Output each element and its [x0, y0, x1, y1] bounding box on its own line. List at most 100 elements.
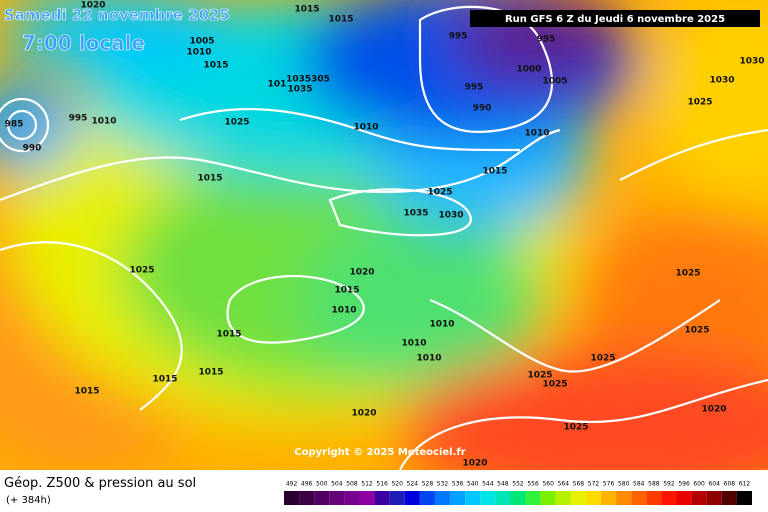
- legend-label: 540: [467, 481, 479, 488]
- legend-swatch: [404, 491, 420, 505]
- legend-swatch: [525, 491, 541, 505]
- legend-swatch: [480, 491, 496, 505]
- isobar-label: 995: [537, 35, 556, 45]
- isobars: [0, 5, 768, 470]
- legend-swatch: [495, 491, 511, 505]
- legend-label: 520: [391, 481, 403, 488]
- isobar-label: 1015: [74, 387, 99, 397]
- legend-label: 588: [648, 481, 660, 488]
- isobar-label: 1015: [482, 167, 507, 177]
- legend-label: 528: [422, 481, 434, 488]
- isobar-label: 995: [465, 83, 484, 93]
- legend-swatch: [284, 491, 300, 505]
- isobar-label: 1025: [687, 98, 712, 108]
- isobar-label: 1010: [186, 48, 211, 58]
- isobar-label: 1020: [80, 1, 105, 11]
- isobar-label: 1035305: [286, 75, 330, 85]
- legend-swatch: [540, 491, 556, 505]
- legend-swatch: [344, 491, 360, 505]
- isobar-label: 1010: [331, 306, 356, 316]
- legend-label: 580: [618, 481, 630, 488]
- valid-time: 7:00 locale: [22, 31, 145, 55]
- isobar-label: 1025: [590, 354, 615, 364]
- isobar-label: 1010: [429, 320, 454, 330]
- legend-swatch: [736, 491, 752, 505]
- isobar-label: 1025: [527, 371, 552, 381]
- isobar-label: 101: [268, 80, 287, 90]
- isobar-label: 985: [5, 120, 24, 130]
- legend-swatch: [661, 491, 677, 505]
- isobar-label: 1035: [287, 85, 312, 95]
- isobar-label: 1010: [353, 123, 378, 133]
- legend-swatch: [434, 491, 451, 505]
- legend-label: 504: [331, 481, 343, 488]
- isobar-label: 990: [23, 144, 42, 154]
- isobar-label: 995: [449, 32, 468, 42]
- legend-label: 604: [709, 481, 721, 488]
- isobar-label: 1025: [427, 188, 452, 198]
- legend-label: 576: [603, 481, 615, 488]
- isobar-label: 1015: [294, 5, 319, 15]
- isobar-label: 1015: [152, 375, 177, 385]
- isobar-label: 1035: [403, 209, 428, 219]
- valid-date: Samedi 22 novembre 2025: [4, 6, 230, 24]
- legend-swatch: [389, 491, 405, 505]
- isobar-label: 1015: [203, 61, 228, 71]
- legend-swatch: [555, 491, 571, 505]
- legend-label: 608: [724, 481, 736, 488]
- isobar-label: 1015: [197, 174, 222, 184]
- legend-label: 552: [512, 481, 524, 488]
- isobar-label: 1025: [129, 266, 154, 276]
- isobar-label: 1020: [351, 409, 376, 419]
- legend-label: 516: [376, 481, 388, 488]
- isobar-label: 1025: [684, 326, 709, 336]
- legend-swatch: [374, 491, 390, 505]
- legend-swatch: [329, 491, 345, 505]
- isobar-label: 1015: [198, 368, 223, 378]
- legend-label: 548: [497, 481, 509, 488]
- legend-label: 496: [301, 481, 313, 488]
- legend-label: 564: [558, 481, 570, 488]
- legend-label: 584: [633, 481, 645, 488]
- legend-swatch: [691, 491, 707, 505]
- isobar-labels: 1020 101510151005101010151035305103510199…: [5, 1, 765, 469]
- isobar-label: 1005: [542, 77, 567, 87]
- legend-label: 544: [482, 481, 494, 488]
- isobar-label: 1010: [91, 117, 116, 127]
- legend-swatch: [450, 491, 466, 505]
- isobar-label: 1000: [516, 65, 541, 75]
- legend-swatch: [646, 491, 662, 505]
- legend-swatch: [721, 491, 737, 505]
- legend-label: 500: [316, 481, 328, 488]
- legend-swatch: [631, 491, 647, 505]
- legend-label: 612: [739, 481, 751, 488]
- isobar-label: 1015: [334, 286, 359, 296]
- legend-swatch: [585, 491, 602, 505]
- legend-swatch: [465, 491, 481, 505]
- legend-label: 572: [588, 481, 600, 488]
- isobar-label: 1030: [438, 211, 463, 221]
- isobar-label: 1010: [524, 129, 549, 139]
- isobar-label: 1015: [216, 330, 241, 340]
- run-banner: [470, 10, 760, 27]
- color-legend: 492 496 500 504 508 512 516 520 524 528 532 536 540 5…: [284, 481, 752, 505]
- footer-lead: (+ 384h): [6, 495, 51, 506]
- legend-swatch: [570, 491, 586, 505]
- legend-label: 524: [407, 481, 419, 488]
- legend-swatch: [299, 491, 315, 505]
- legend-label: 560: [542, 481, 554, 488]
- legend-swatch: [601, 491, 617, 505]
- copyright: Copyright © 2025 Meteociel.fr: [294, 447, 465, 458]
- legend-label: 532: [437, 481, 449, 488]
- isobar-label: 1010: [416, 354, 441, 364]
- run-info: Run GFS 6 Z du Jeudi 6 novembre 2025: [505, 14, 725, 25]
- isobar-label: 990: [473, 104, 492, 114]
- legend-swatch: [510, 491, 526, 505]
- legend-label: 568: [573, 481, 585, 488]
- legend-label: 600: [693, 481, 705, 488]
- legend-swatch: [359, 491, 375, 505]
- isobar-label: 1025: [224, 118, 249, 128]
- legend-swatch: [706, 491, 722, 505]
- isobar-label: 995: [69, 114, 88, 124]
